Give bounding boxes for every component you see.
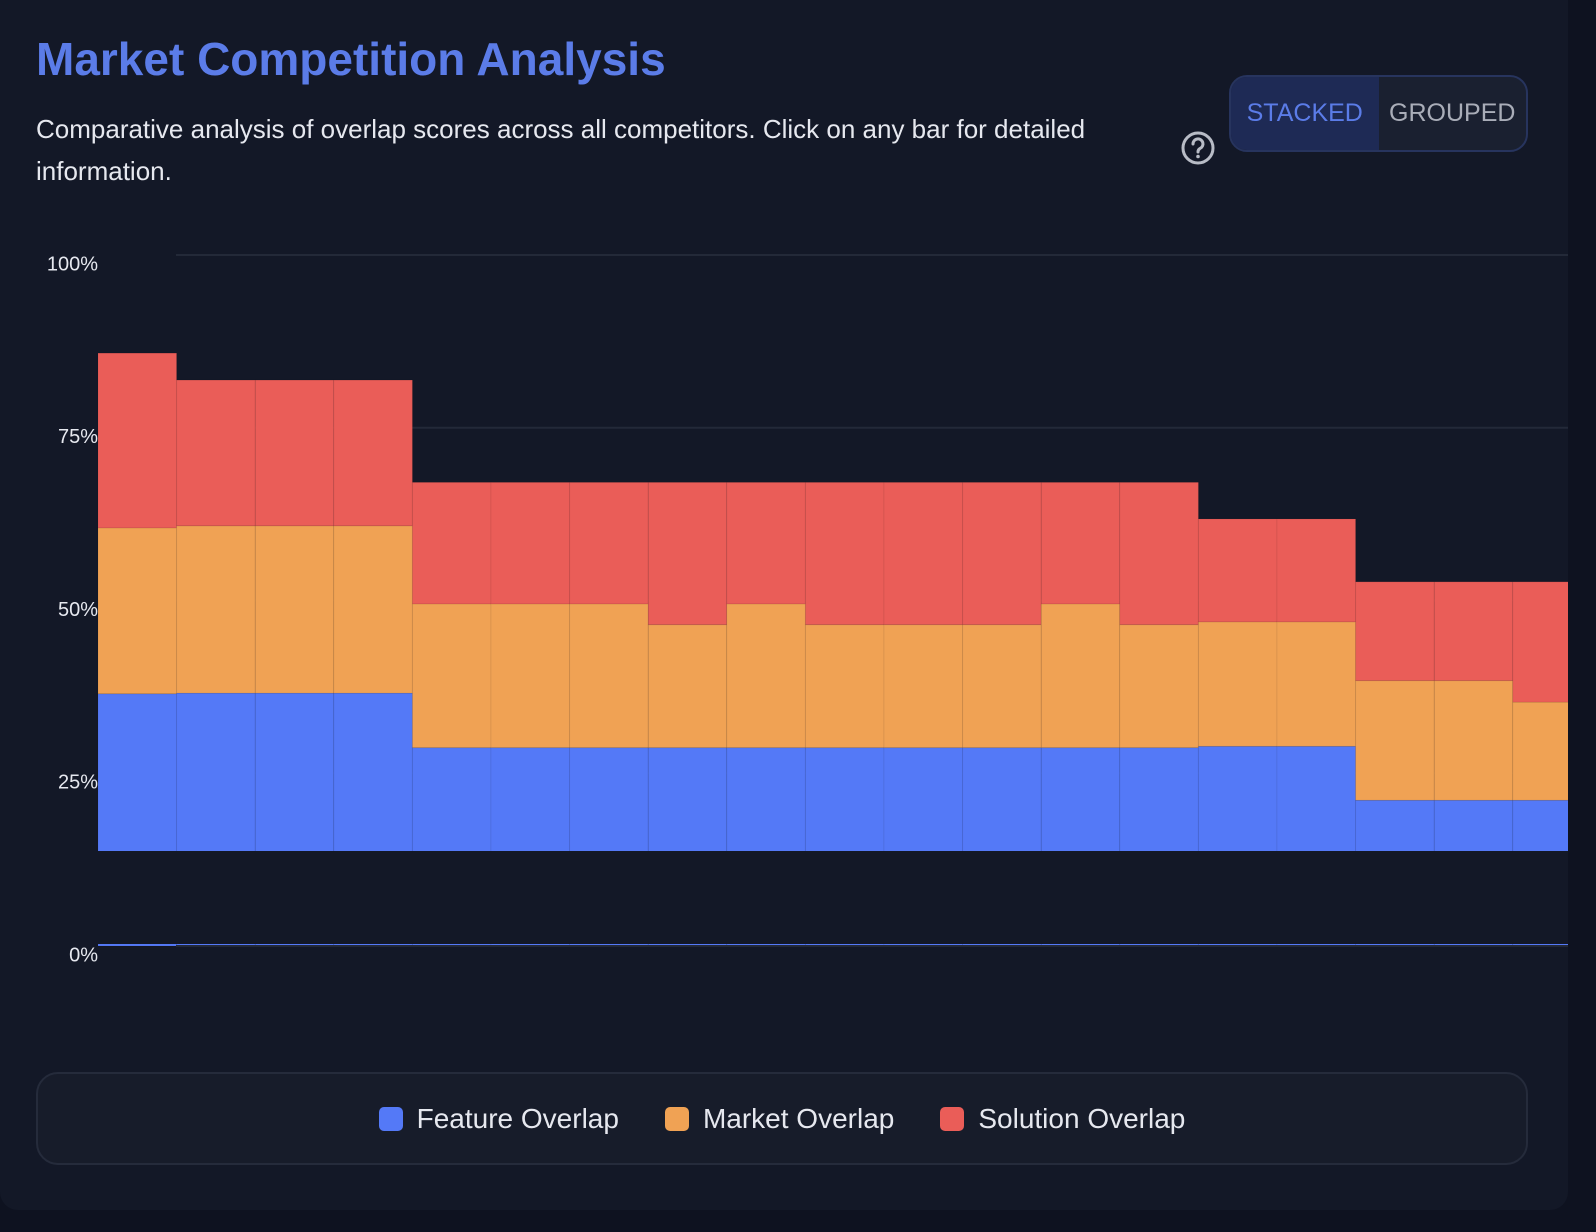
bar-segment[interactable]: [962, 481, 1042, 626]
chart-title: Market Competition Analysis: [36, 33, 666, 85]
y-tick-label: 75%: [58, 426, 98, 448]
help-icon[interactable]: [1180, 130, 1216, 166]
bar-segment[interactable]: [1197, 518, 1278, 623]
bar-segment[interactable]: [1433, 581, 1514, 682]
bar-segment[interactable]: [883, 481, 964, 626]
bar-segment[interactable]: [1512, 701, 1568, 801]
bar-segment[interactable]: [1197, 621, 1278, 747]
chart-subtitle: Comparative analysis of overlap scores a…: [36, 114, 1086, 186]
legend-item[interactable]: Solution Overlap: [940, 1103, 1185, 1135]
bar-segment[interactable]: [411, 603, 492, 749]
bar-segment[interactable]: [97, 527, 178, 695]
y-tick-label: 25%: [58, 772, 98, 794]
bar-segment[interactable]: [883, 624, 964, 749]
y-tick-label: 100%: [47, 253, 98, 275]
bar-segment[interactable]: [726, 603, 806, 749]
legend-swatch: [940, 1106, 965, 1131]
card: 0%25%50%75%100%Bigl...79.5%Age...75%Noo.…: [0, 33, 1568, 1165]
view-toggle: STACKED GROUPED: [1229, 75, 1528, 152]
legend-swatch: [378, 1106, 403, 1131]
bar-segment[interactable]: [411, 481, 492, 605]
legend: Feature Overlap Market Overlap Solution Ov…: [36, 1072, 1528, 1165]
bar-segment[interactable]: [1119, 481, 1199, 626]
bar-segment[interactable]: [1276, 518, 1357, 623]
bar-segment[interactable]: [1433, 680, 1514, 801]
bar-segment[interactable]: [333, 525, 413, 694]
bar-segment[interactable]: [254, 525, 335, 694]
bar-segment[interactable]: [804, 624, 885, 749]
y-tick-label: 0%: [69, 944, 98, 966]
y-tick-label: 50%: [58, 599, 98, 621]
bar-segment[interactable]: [1512, 581, 1568, 703]
bar-segment[interactable]: [1040, 481, 1121, 605]
bar-segment[interactable]: [254, 379, 335, 527]
bar-segment[interactable]: [333, 379, 413, 527]
bar-segment[interactable]: [1355, 581, 1435, 682]
bar-segment[interactable]: [569, 481, 649, 605]
legend-item[interactable]: Market Overlap: [664, 1102, 895, 1135]
bar-segment[interactable]: [804, 481, 885, 626]
legend-item[interactable]: Feature Overlap: [378, 1102, 619, 1135]
legend-swatch: [664, 1106, 689, 1131]
toggle-button[interactable]: STACKED: [1231, 77, 1379, 150]
bar-segment[interactable]: [490, 603, 571, 749]
legend-label: Solution Overlap: [978, 1102, 1186, 1134]
bar-segment[interactable]: [1040, 603, 1121, 749]
legend-label: Market Overlap: [702, 1102, 895, 1134]
chart: 0%25%50%75%100%Bigl...79.5%Age...75%Noo.…: [0, 253, 1568, 967]
bar-segment[interactable]: [647, 481, 728, 626]
bar-segment[interactable]: [726, 481, 806, 605]
bar-segment[interactable]: [1276, 621, 1357, 747]
bar-segment[interactable]: [1355, 680, 1435, 801]
legend-label: Feature Overlap: [416, 1102, 619, 1134]
toggle-button[interactable]: GROUPED: [1389, 99, 1516, 127]
bar-segment[interactable]: [569, 603, 649, 749]
bar-segment[interactable]: [647, 624, 728, 749]
bar-segment[interactable]: [97, 352, 178, 529]
bar-segment[interactable]: [176, 525, 256, 694]
label-band: [0, 851, 1568, 944]
bar-segment[interactable]: [176, 379, 256, 527]
bar-segment[interactable]: [490, 481, 571, 605]
bar-segment[interactable]: [962, 624, 1042, 749]
bar-segment[interactable]: [1119, 624, 1199, 749]
